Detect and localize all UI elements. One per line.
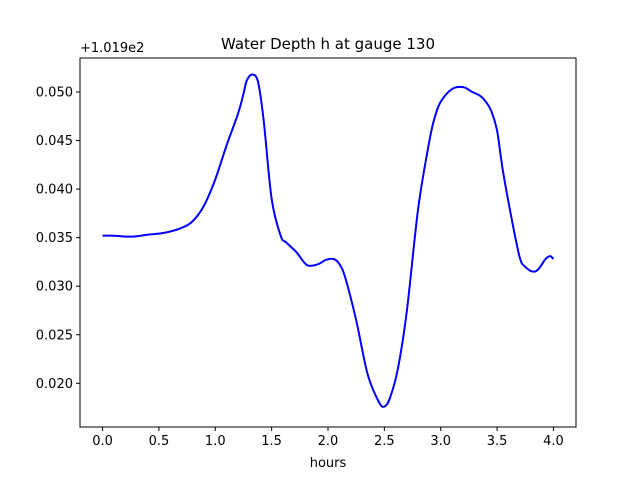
- x-tick-label: 4.0: [543, 434, 564, 449]
- x-tick-label: 0.0: [92, 434, 113, 449]
- y-tick-label: 0.020: [36, 377, 73, 392]
- chart-title: Water Depth h at gauge 130: [221, 35, 435, 53]
- y-tick-label: 0.040: [36, 183, 73, 198]
- x-tick-label: 1.5: [261, 434, 282, 449]
- y-axis: 0.020 0.025 0.030 0.035 0.040 0.045 0.050: [36, 85, 80, 392]
- x-axis-label: hours: [310, 456, 347, 471]
- plot-area: [102, 73, 555, 408]
- y-offset-label: +1.019e2: [80, 41, 144, 56]
- x-tick-label: 3.5: [487, 434, 508, 449]
- y-tick-label: 0.050: [36, 85, 73, 100]
- x-tick-label: 0.5: [149, 434, 170, 449]
- y-tick-label: 0.030: [36, 280, 73, 295]
- x-axis: 0.0 0.5 1.0 1.5 2.0 2.5 3.0 3.5 4.0: [92, 427, 564, 449]
- series-line: [102, 73, 555, 408]
- y-tick-label: 0.045: [36, 134, 73, 149]
- x-tick-label: 3.0: [430, 434, 451, 449]
- x-tick-label: 1.0: [205, 434, 226, 449]
- x-tick-label: 2.5: [374, 434, 395, 449]
- y-tick-label: 0.025: [36, 328, 73, 343]
- x-tick-label: 2.0: [318, 434, 339, 449]
- y-tick-label: 0.035: [36, 231, 73, 246]
